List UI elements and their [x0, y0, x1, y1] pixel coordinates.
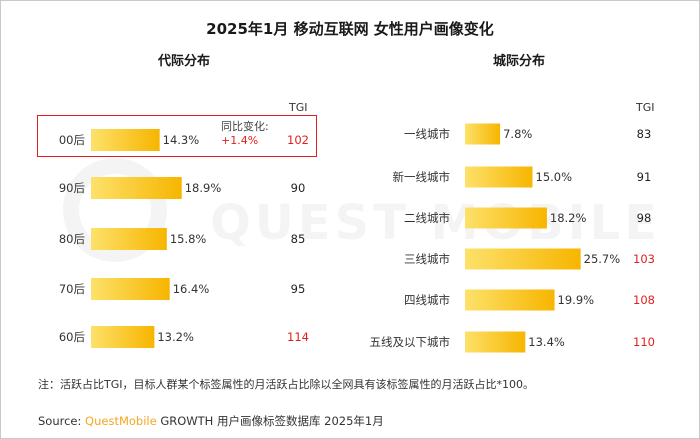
- left-tgi-value: 95: [291, 282, 306, 296]
- right-bar: [465, 123, 501, 145]
- left-category-label: 80后: [59, 232, 85, 246]
- left-category-label: 60后: [59, 330, 85, 344]
- source-brand: QuestMobile: [85, 414, 157, 428]
- right-bar: [465, 166, 533, 188]
- left-category-label: 70后: [59, 282, 85, 296]
- right-bar: [465, 331, 526, 353]
- right-bar: [465, 248, 581, 270]
- right-value-label: 18.2%: [550, 211, 587, 225]
- page-title: 2025年1月 移动互联网 女性用户画像变化: [206, 20, 494, 38]
- right-tgi-value: 83: [637, 127, 652, 141]
- right-value-label: 13.4%: [528, 335, 565, 349]
- left-tgi-value: 102: [287, 133, 309, 147]
- right-category-label: 二线城市: [404, 211, 450, 225]
- right-category-label: 新一线城市: [393, 170, 451, 184]
- left-value-label: 18.9%: [185, 181, 222, 195]
- right-bar: [465, 207, 547, 229]
- left-value-label: 14.3%: [163, 133, 200, 147]
- right-category-label: 三线城市: [404, 252, 450, 266]
- right-value-label: 7.8%: [503, 127, 532, 141]
- source-prefix: Source:: [38, 414, 86, 428]
- left-tgi-value: 114: [287, 330, 309, 344]
- left-tgi-value: 90: [291, 181, 306, 195]
- right-tgi-value: 98: [637, 211, 652, 225]
- right-tgi-header: TGI: [636, 101, 655, 114]
- left-tgi-value: 85: [291, 232, 306, 246]
- right-tgi-value: 91: [637, 170, 652, 184]
- footnote: 注：活跃占比TGI，目标人群某个标签属性的月活跃占比除以全网具有该标签属性的月活…: [38, 378, 534, 391]
- right-value-label: 15.0%: [536, 170, 573, 184]
- highlight-box: [37, 115, 317, 157]
- left-chart-title: 代际分布: [158, 54, 211, 69]
- right-tgi-value: 110: [633, 335, 655, 349]
- right-category-label: 五线及以下城市: [370, 335, 451, 349]
- left-value-label: 15.8%: [170, 232, 207, 246]
- right-value-label: 19.9%: [558, 293, 595, 307]
- yoy-note: 同比变化: +1.4%: [221, 120, 269, 148]
- left-tgi-header: TGI: [289, 101, 308, 114]
- left-category-label: 90后: [59, 181, 85, 195]
- right-tgi-value: 103: [633, 252, 655, 266]
- yoy-note-value: +1.4%: [221, 134, 259, 147]
- right-tgi-value: 108: [633, 293, 655, 307]
- left-bar: [91, 177, 182, 199]
- right-category-label: 一线城市: [404, 127, 450, 141]
- source-line: Source: QuestMobile GROWTH 用户画像标签数据库 202…: [38, 413, 384, 429]
- left-value-label: 16.4%: [173, 282, 210, 296]
- left-bar: [91, 278, 170, 300]
- yoy-note-label: 同比变化:: [221, 120, 269, 133]
- source-suffix: GROWTH 用户画像标签数据库 2025年1月: [156, 414, 384, 428]
- left-category-label: 00后: [59, 133, 85, 147]
- right-value-label: 25.7%: [584, 252, 621, 266]
- left-bar: [91, 326, 155, 348]
- right-category-label: 四线城市: [404, 293, 450, 307]
- left-bar: [91, 129, 160, 151]
- right-bar: [465, 289, 555, 311]
- left-bar: [91, 228, 167, 250]
- right-chart-title: 城际分布: [493, 54, 546, 69]
- left-value-label: 13.2%: [157, 330, 194, 344]
